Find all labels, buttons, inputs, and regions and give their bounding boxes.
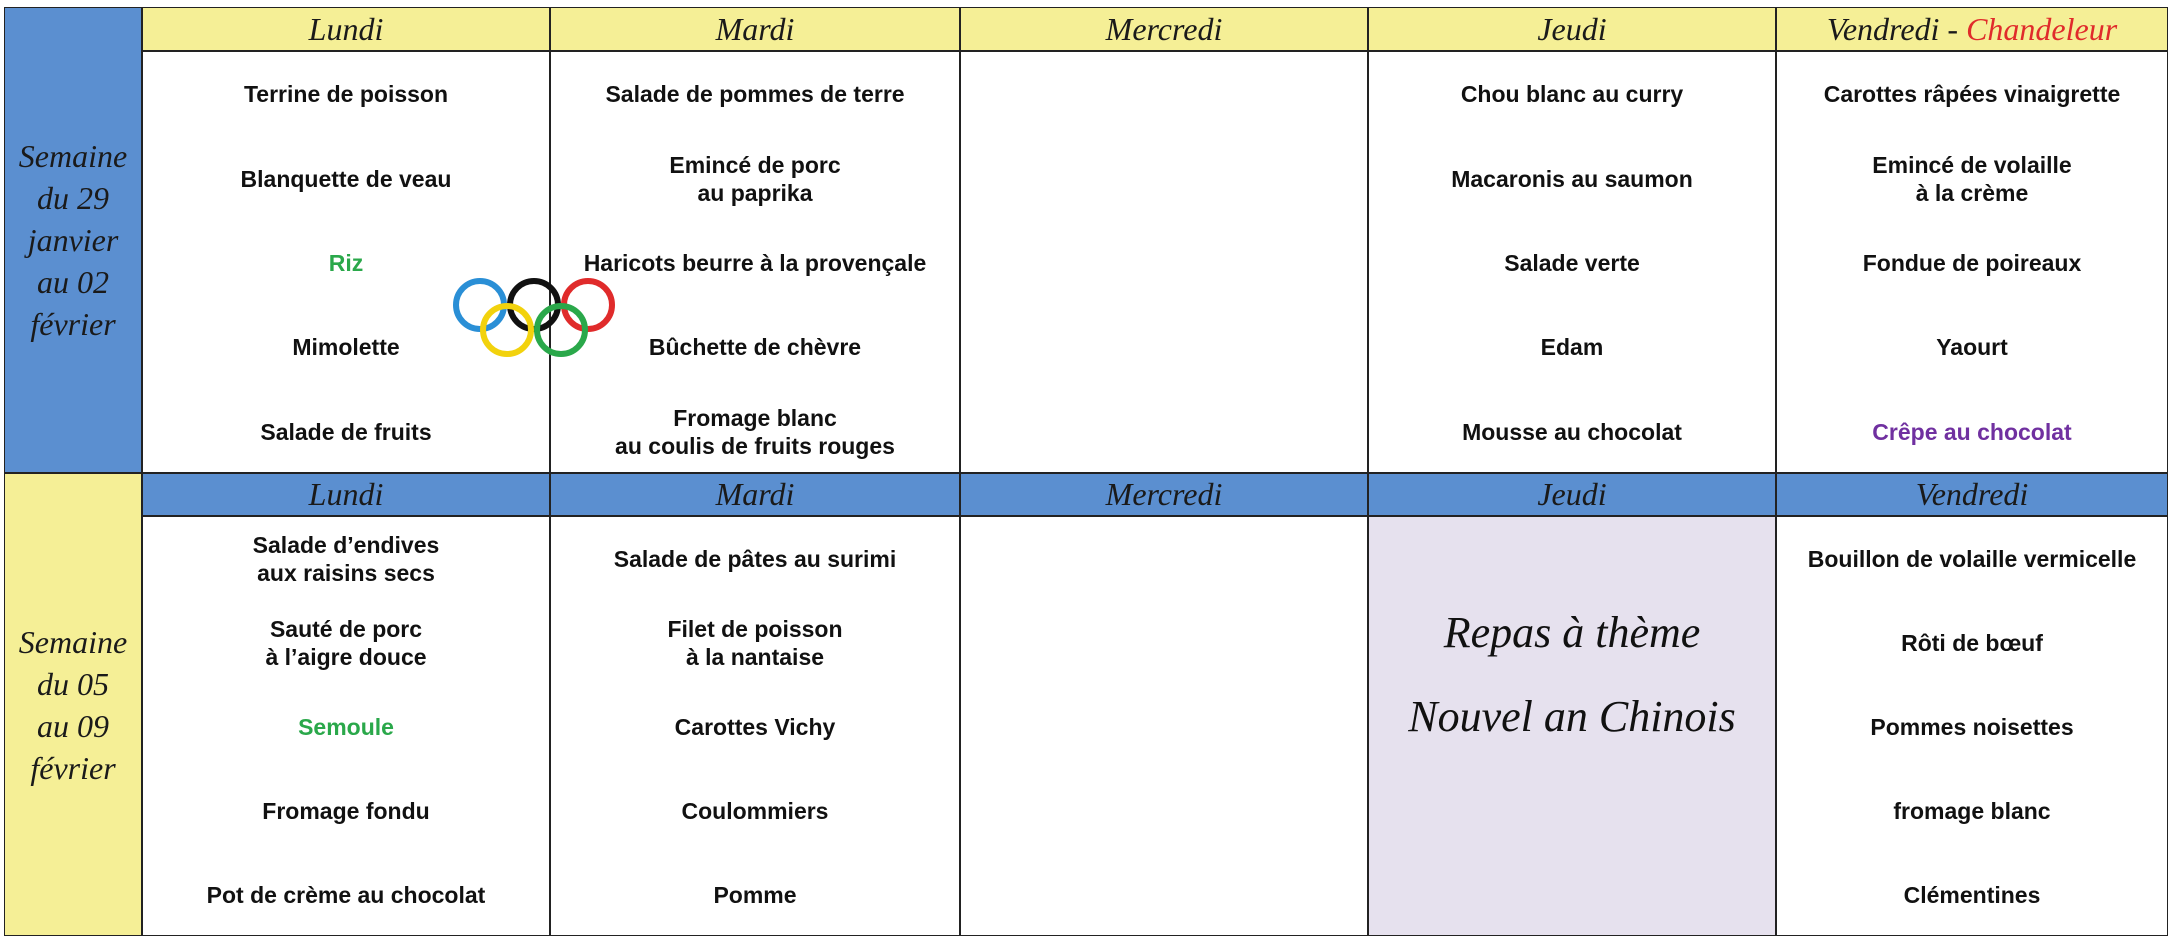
week-label: Semaine du 05 au 09 février [4, 473, 142, 936]
menu-item: Sauté de porc à l’aigre douce [265, 616, 427, 670]
day-header: Jeudi [1368, 473, 1776, 516]
menu-item: Salade verte [1504, 249, 1640, 276]
menu-item: Emincé de volaille à la crème [1872, 151, 2072, 206]
day-name: Vendredi - [1826, 10, 1967, 47]
menu-item: Coulommiers [681, 798, 829, 824]
menu-item: Macaronis au saumon [1451, 165, 1693, 192]
menu-item: Blanquette de veau [240, 165, 452, 192]
menu-item: Semoule [298, 714, 394, 740]
day-name: Mercredi [1105, 10, 1223, 47]
menu-item: Salade d’endives aux raisins secs [252, 532, 440, 586]
day-header: Mardi [550, 7, 960, 51]
menu-item: Mimolette [292, 334, 400, 361]
menu-item: Edam [1540, 334, 1604, 361]
menu-item: Fromage fondu [262, 798, 430, 824]
day-header: Vendredi [1776, 473, 2168, 516]
menu-item: Chou blanc au curry [1460, 81, 1684, 108]
day-name: Lundi [308, 476, 384, 512]
day-header: Mercredi [960, 473, 1368, 516]
menu-item: Bouillon de volaille vermicelle [1807, 546, 2137, 572]
menu-item: Riz [328, 249, 364, 276]
day-header: Mercredi [960, 7, 1368, 51]
day-name: Mercredi [1105, 476, 1223, 512]
olympic-rings [453, 278, 615, 357]
menu-item: Fromage blanc au coulis de fruits rouges [615, 404, 895, 459]
menu-item: Bûchette de chèvre [648, 334, 862, 361]
day-cell: Terrine de poisson Blanquette de veau Riz M… [142, 51, 550, 473]
menu-item: Carottes Vichy [674, 714, 836, 740]
day-event: Chandeleur [1966, 10, 2118, 47]
day-cell: Repas à thème Nouvel an Chinois [1368, 516, 1776, 936]
day-header: Vendredi - Chandeleur [1776, 7, 2168, 51]
menu-item: Mousse au chocolat [1462, 418, 1682, 445]
day-header: Mardi [550, 473, 960, 516]
week-label: Semaine du 29 janvier au 02 février [4, 7, 142, 473]
day-header: Lundi [142, 473, 550, 516]
menu-item: Fondue de poireaux [1862, 249, 2082, 276]
day-name: Jeudi [1537, 476, 1607, 512]
day-cell: Salade d’endives aux raisins secs Sauté d… [142, 516, 550, 936]
day-cell: Salade de pommes de terre Emincé de porc … [550, 51, 960, 473]
day-name: Vendredi [1915, 476, 2029, 512]
day-cell [960, 516, 1368, 936]
day-cell: Chou blanc au curry Macaronis au saumon Sa… [1368, 51, 1776, 473]
menu-item: Salade de pommes de terre [605, 81, 905, 108]
menu-item: Salade de fruits [260, 418, 432, 445]
menu-item: Salade de pâtes au surimi [613, 546, 897, 572]
day-name: Jeudi [1537, 10, 1607, 47]
day-cell: Salade de pâtes au surimi Filet de poisso… [550, 516, 960, 936]
menu-item: Terrine de poisson [243, 81, 449, 108]
day-cell: Bouillon de volaille vermicelle Rôti de b… [1776, 516, 2168, 936]
menu-item: Filet de poisson à la nantaise [667, 616, 843, 670]
day-name: Mardi [715, 476, 795, 512]
day-name: Lundi [308, 10, 384, 47]
menu-item: Pomme [713, 882, 797, 908]
menu-item: Crêpe au chocolat [1872, 418, 2072, 445]
menu-item: Haricots beurre à la provençale [583, 249, 927, 276]
day-header: Jeudi [1368, 7, 1776, 51]
menu-item: Pommes noisettes [1870, 714, 2074, 740]
menu-item: Carottes râpées vinaigrette [1823, 81, 2121, 108]
theme-title: Repas à thème [1443, 608, 1701, 657]
theme-title: Nouvel an Chinois [1408, 692, 1736, 741]
menu-item: Yaourt [1936, 334, 2008, 361]
day-cell [960, 51, 1368, 473]
day-header: Lundi [142, 7, 550, 51]
day-name: Mardi [715, 10, 795, 47]
menu-item: Rôti de bœuf [1901, 630, 2043, 656]
menu-item: Emincé de porc au paprika [669, 151, 841, 206]
day-cell: Carottes râpées vinaigrette Emincé de vol… [1776, 51, 2168, 473]
menu-item: Clémentines [1903, 882, 2041, 908]
menu-item: fromage blanc [1893, 798, 2051, 824]
menu-item: Pot de crème au chocolat [206, 882, 486, 908]
